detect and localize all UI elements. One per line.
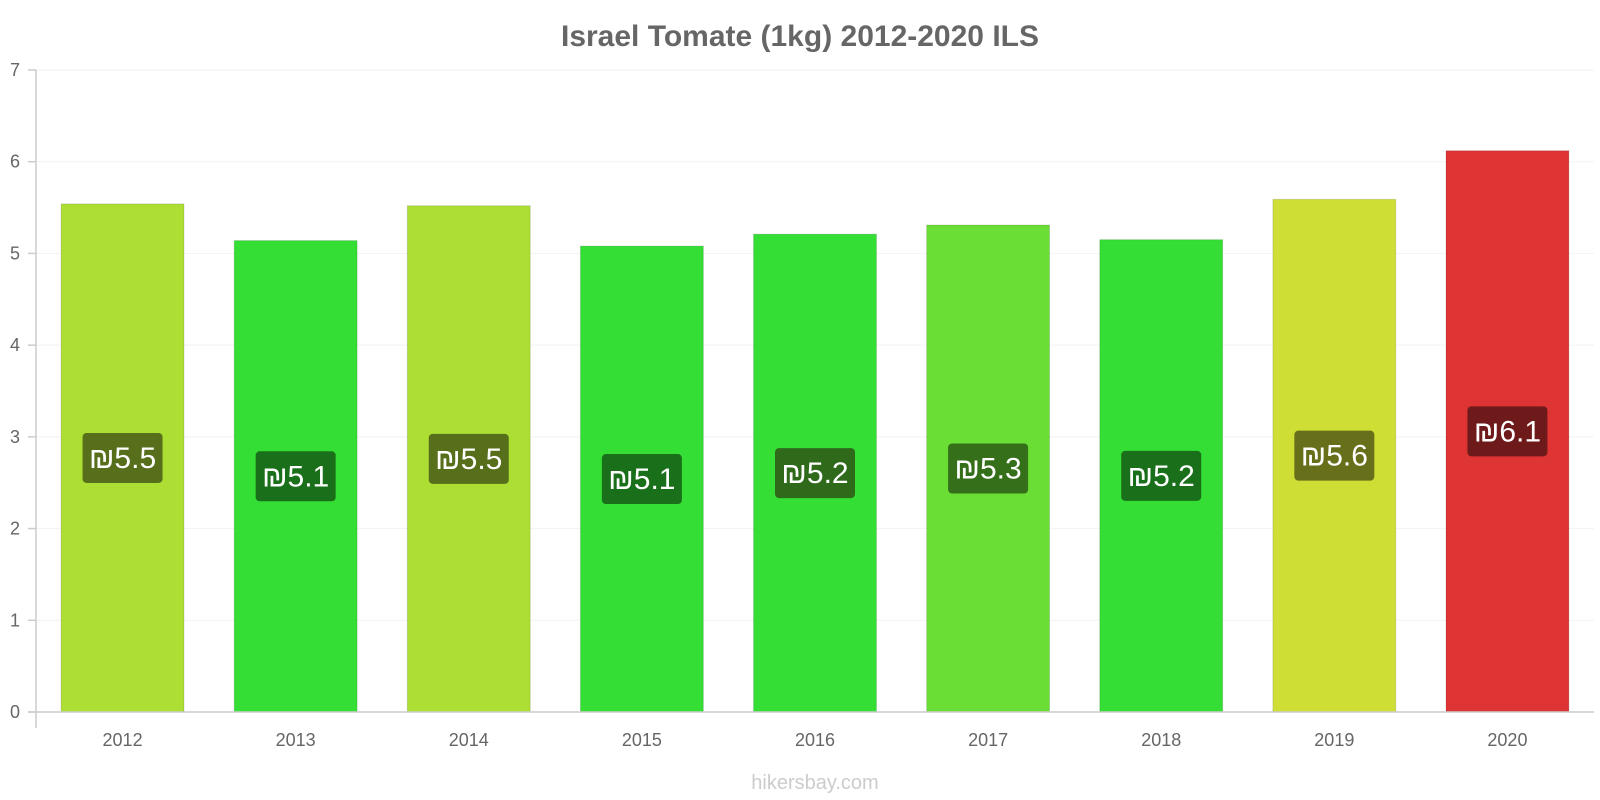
y-tick-label: 3 bbox=[10, 427, 20, 447]
y-tick-label: 6 bbox=[10, 152, 20, 172]
y-tick-label: 7 bbox=[10, 60, 20, 80]
x-tick-label-2018: 2018 bbox=[1141, 730, 1181, 750]
y-tick-label: 2 bbox=[10, 519, 20, 539]
data-label-box bbox=[775, 448, 855, 499]
x-tick-label-2019: 2019 bbox=[1314, 730, 1354, 750]
data-label-2014: ₪5.5 bbox=[435, 443, 502, 476]
data-label-2012: ₪5.5 bbox=[89, 442, 156, 475]
data-label-2017: ₪5.3 bbox=[955, 452, 1022, 485]
data-labels: ₪5.5 ₪5.1 ₪5.5 ₪5.1 ₪5.2 ₪5.3 ₪5.2 ₪5.6 ₪6.1 bbox=[82, 406, 1548, 505]
data-label-2016: ₪5.2 bbox=[781, 457, 848, 490]
data-label-2020: ₪6.1 bbox=[1474, 415, 1541, 448]
x-tick-label-2020: 2020 bbox=[1487, 730, 1527, 750]
data-label-box bbox=[82, 432, 163, 483]
y-tick-label: 0 bbox=[10, 702, 20, 722]
watermark-text: hikersbay.com bbox=[751, 772, 878, 794]
data-label-box bbox=[1467, 406, 1548, 457]
x-tick-label-2015: 2015 bbox=[622, 730, 662, 750]
data-label-box bbox=[601, 454, 682, 505]
data-label-2013: ₪5.1 bbox=[262, 460, 329, 493]
y-axis-ticks: 0 1 2 3 4 5 6 7 bbox=[10, 60, 36, 722]
data-label-2015: ₪5.1 bbox=[608, 463, 675, 496]
data-label-box bbox=[1121, 450, 1202, 501]
data-label-box bbox=[428, 433, 509, 484]
x-tick-label-2014: 2014 bbox=[449, 730, 489, 750]
x-tick-label-2013: 2013 bbox=[276, 730, 316, 750]
data-label-box bbox=[1294, 430, 1375, 481]
data-label-box bbox=[255, 451, 336, 502]
data-label-2018: ₪5.2 bbox=[1128, 460, 1195, 493]
data-label-box bbox=[948, 443, 1029, 494]
data-label-2019: ₪5.6 bbox=[1301, 440, 1368, 473]
chart-title: Israel Tomate (1kg) 2012-2020 ILS bbox=[561, 20, 1039, 53]
x-tick-label-2012: 2012 bbox=[103, 730, 143, 750]
x-tick-label-2016: 2016 bbox=[795, 730, 835, 750]
x-axis-ticks: 2012 2013 2014 2015 2016 2017 2018 2019 2020 bbox=[103, 730, 1528, 750]
y-tick-label: 5 bbox=[10, 243, 20, 263]
y-tick-label: 1 bbox=[10, 610, 20, 630]
x-tick-label-2017: 2017 bbox=[968, 730, 1008, 750]
y-tick-label: 4 bbox=[10, 335, 20, 355]
